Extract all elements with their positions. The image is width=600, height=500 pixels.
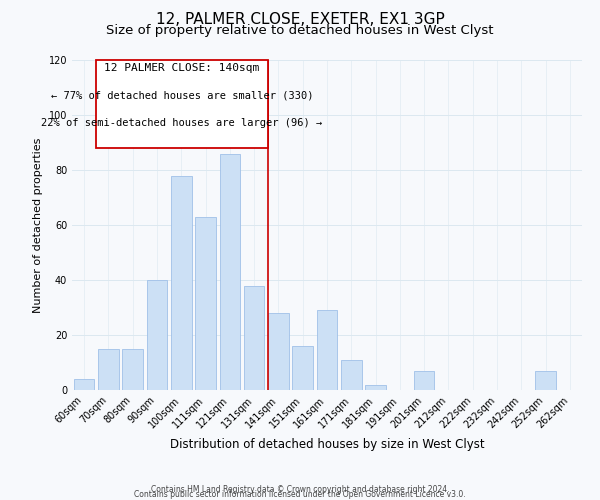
Bar: [292, 346, 313, 390]
Bar: [414, 371, 434, 390]
Bar: [317, 310, 337, 390]
Bar: [244, 286, 265, 390]
Bar: [535, 371, 556, 390]
Text: ← 77% of detached houses are smaller (330): ← 77% of detached houses are smaller (33…: [50, 91, 313, 101]
FancyBboxPatch shape: [96, 60, 268, 148]
Bar: [146, 280, 167, 390]
Text: 22% of semi-detached houses are larger (96) →: 22% of semi-detached houses are larger (…: [41, 118, 323, 128]
Y-axis label: Number of detached properties: Number of detached properties: [33, 138, 43, 312]
Bar: [122, 349, 143, 390]
Bar: [365, 384, 386, 390]
Bar: [341, 360, 362, 390]
Bar: [220, 154, 240, 390]
Bar: [74, 379, 94, 390]
Text: 12, PALMER CLOSE, EXETER, EX1 3GP: 12, PALMER CLOSE, EXETER, EX1 3GP: [155, 12, 445, 28]
Text: Contains HM Land Registry data © Crown copyright and database right 2024.: Contains HM Land Registry data © Crown c…: [151, 484, 449, 494]
Bar: [268, 313, 289, 390]
Bar: [195, 217, 216, 390]
Bar: [171, 176, 191, 390]
Text: 12 PALMER CLOSE: 140sqm: 12 PALMER CLOSE: 140sqm: [104, 64, 260, 74]
Text: Contains public sector information licensed under the Open Government Licence v3: Contains public sector information licen…: [134, 490, 466, 499]
Bar: [98, 349, 119, 390]
Text: Size of property relative to detached houses in West Clyst: Size of property relative to detached ho…: [106, 24, 494, 37]
X-axis label: Distribution of detached houses by size in West Clyst: Distribution of detached houses by size …: [170, 438, 484, 451]
